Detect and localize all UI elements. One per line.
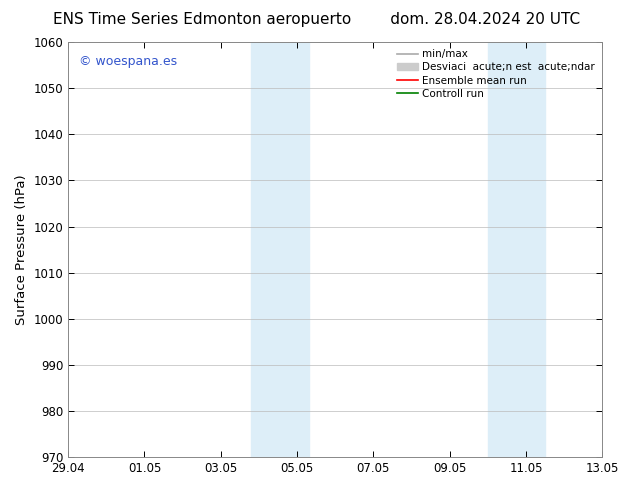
Legend: min/max, Desviaci  acute;n est  acute;ndar, Ensemble mean run, Controll run: min/max, Desviaci acute;n est acute;ndar…	[395, 47, 597, 101]
Text: © woespana.es: © woespana.es	[79, 54, 177, 68]
Bar	[488, 42, 545, 457]
Bar	[251, 42, 309, 457]
Text: ENS Time Series Edmonton aeropuerto        dom. 28.04.2024 20 UTC: ENS Time Series Edmonton aeropuerto dom.…	[53, 12, 581, 27]
Y-axis label: Surface Pressure (hPa): Surface Pressure (hPa)	[15, 174, 28, 325]
